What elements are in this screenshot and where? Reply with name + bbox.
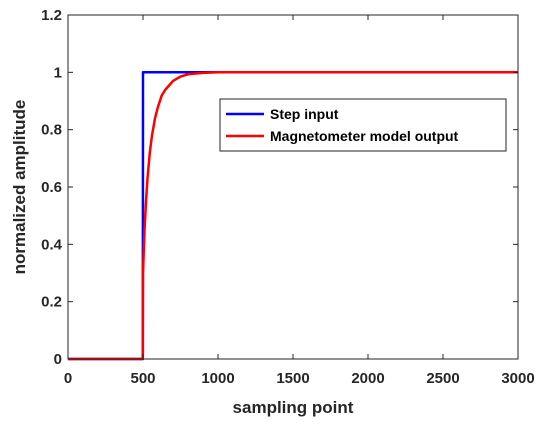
x-tick-label: 2500 xyxy=(426,370,459,387)
y-tick-label: 0.8 xyxy=(41,122,62,139)
series-line-magnetometer-output xyxy=(68,71,518,361)
y-tick-label: 1 xyxy=(54,64,62,81)
x-tick-label: 0 xyxy=(64,370,72,387)
x-tick-label: 1500 xyxy=(276,370,309,387)
legend-label-magnetometer-output: Magnetometer model output xyxy=(270,128,459,144)
y-tick-label: 1.2 xyxy=(41,7,62,24)
x-tick-label: 2000 xyxy=(351,370,384,387)
y-tick-label: 0.4 xyxy=(41,236,63,253)
legend: Step input Magnetometer model output xyxy=(219,98,507,152)
x-axis-label: sampling point xyxy=(233,398,354,417)
y-tick-label: 0.6 xyxy=(41,179,62,196)
x-tick-label: 500 xyxy=(130,370,155,387)
legend-box xyxy=(219,98,507,152)
x-tick-label: 3000 xyxy=(501,370,534,387)
plot-area xyxy=(68,15,518,359)
y-tick-label: 0 xyxy=(54,351,62,368)
ticks-layer: 0 500 1000 1500 2000 2500 3000 0 0.2 0.4 0.6 0.8 1 1.… xyxy=(41,7,535,387)
y-tick-label: 0.2 xyxy=(41,294,62,311)
y-axis-label: normalized amplitude xyxy=(10,100,29,275)
x-tick-label: 1000 xyxy=(201,370,234,387)
legend-label-step-input: Step input xyxy=(270,106,339,122)
